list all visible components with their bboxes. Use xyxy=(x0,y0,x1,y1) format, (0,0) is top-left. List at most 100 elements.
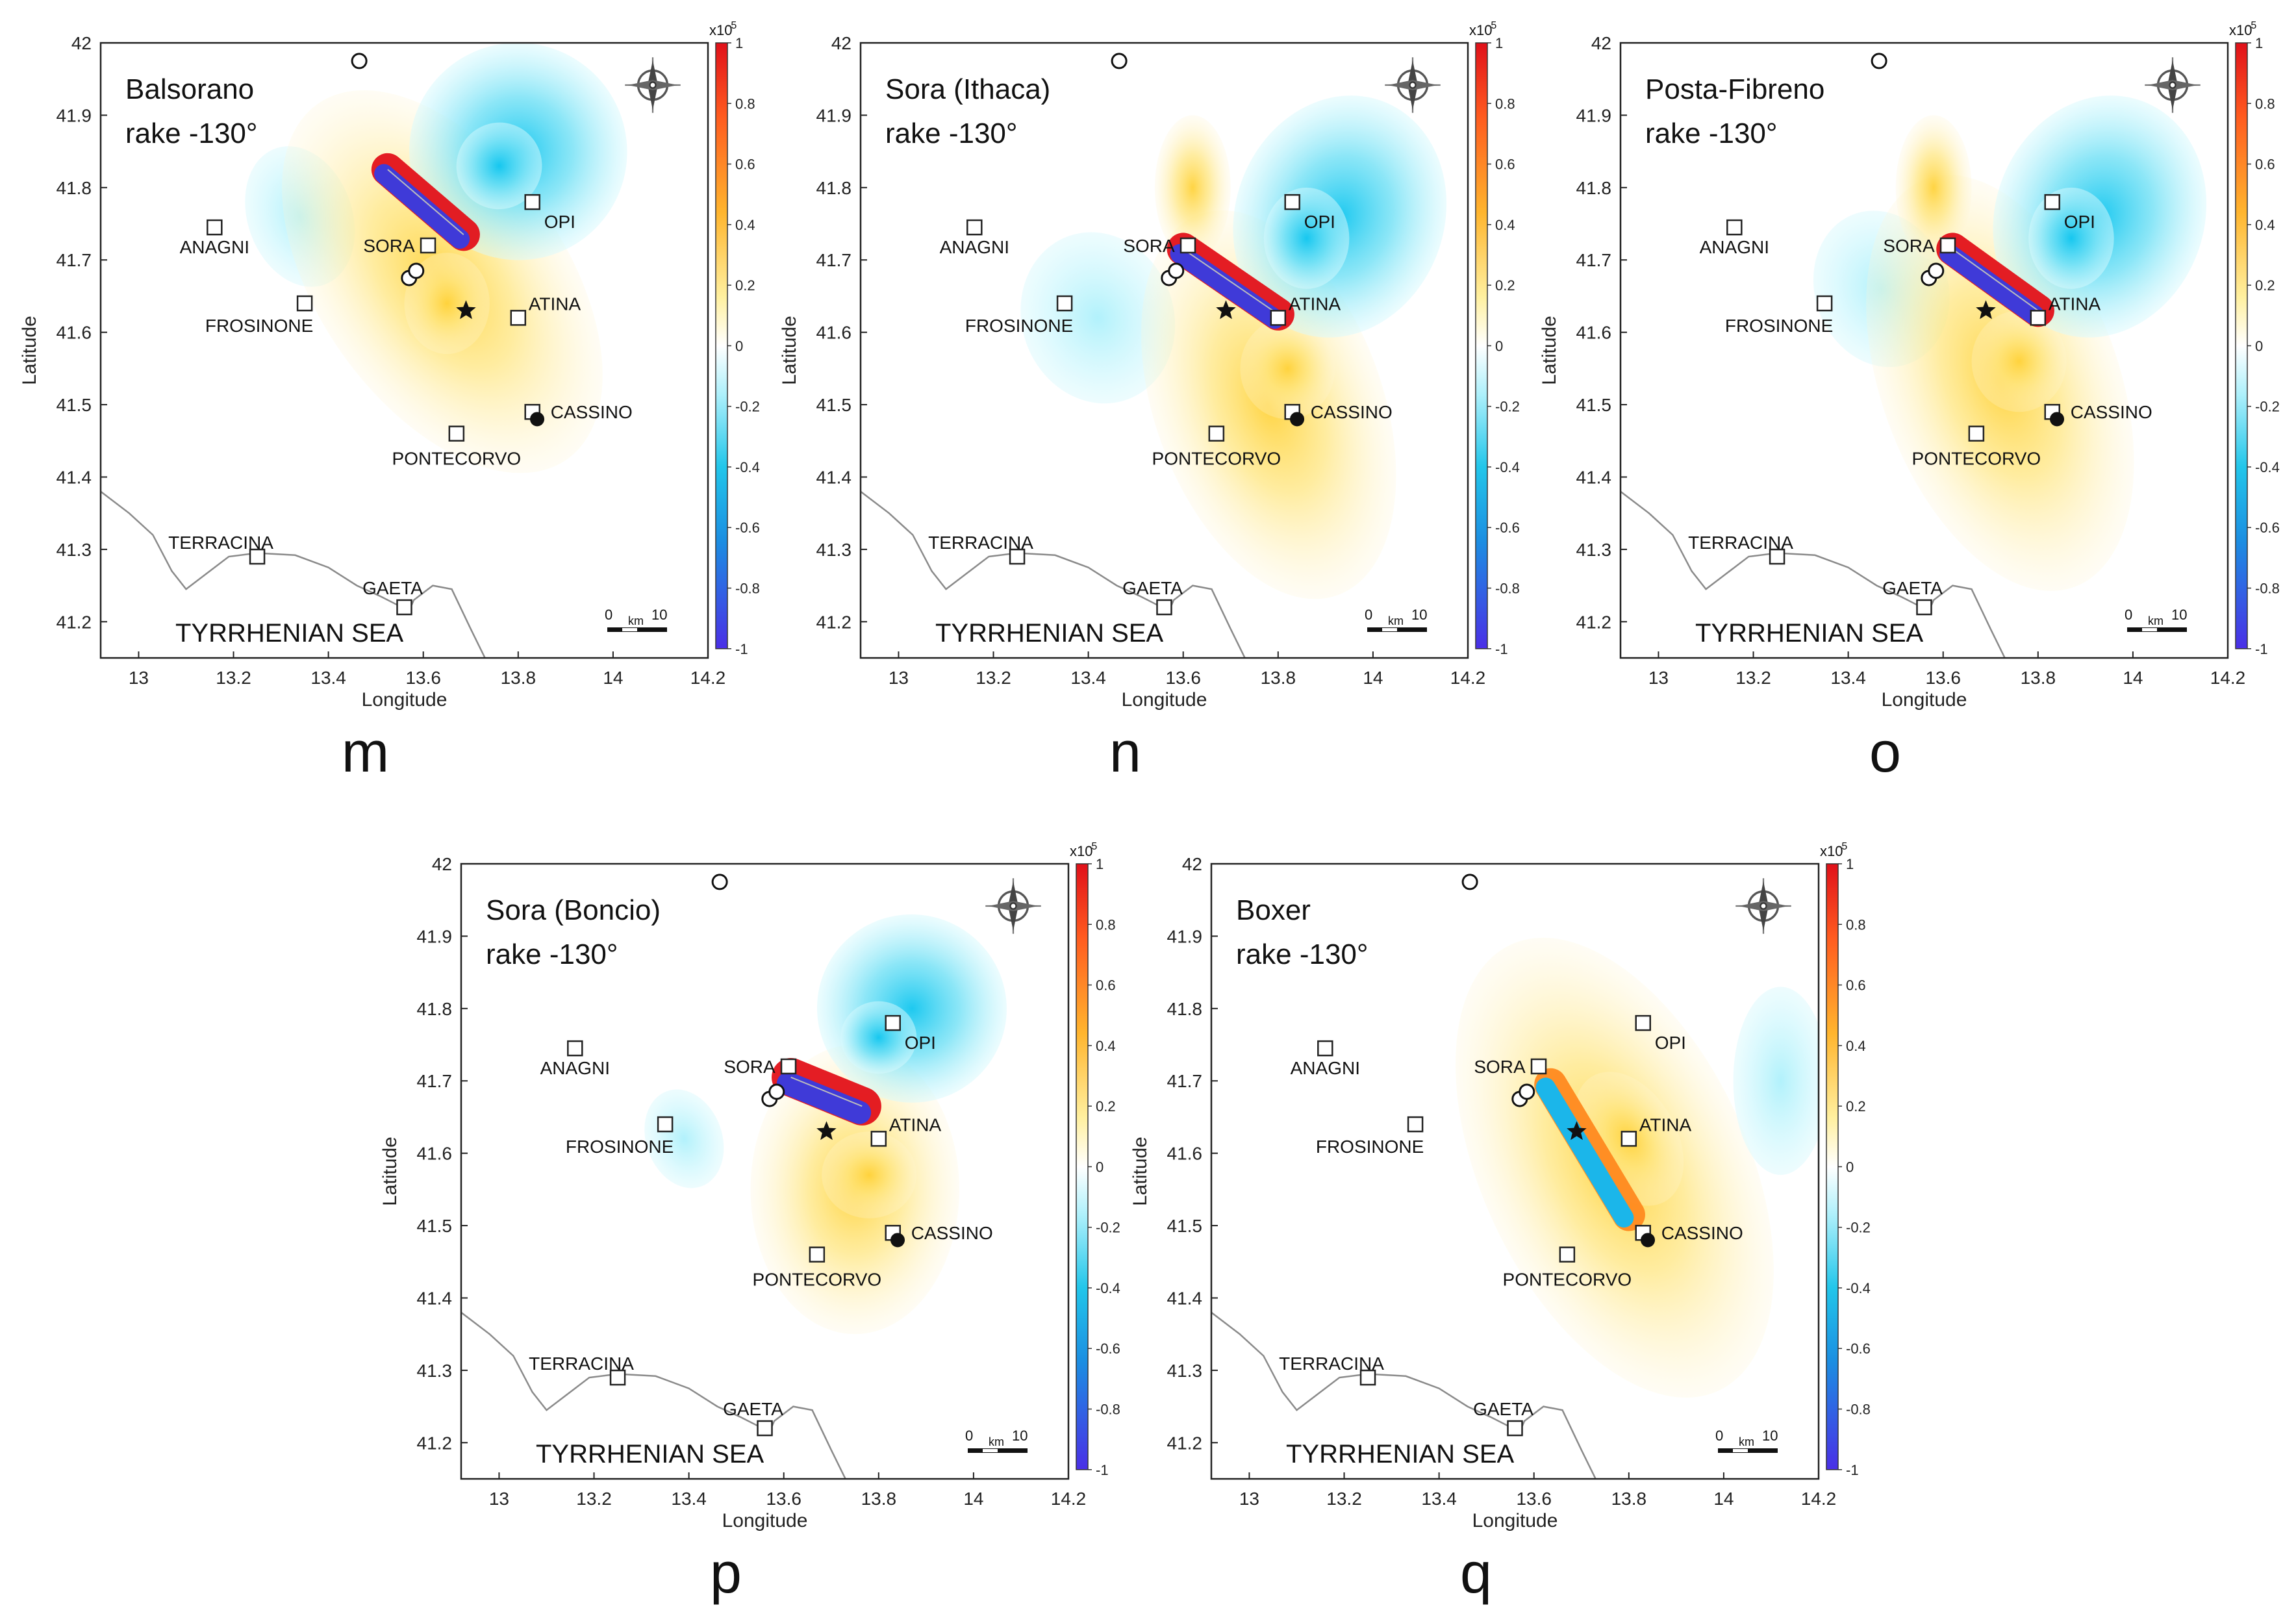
scale-ten-label: 10 xyxy=(651,607,667,623)
scale-ten-label: 10 xyxy=(2171,607,2187,623)
city-marker xyxy=(780,1058,797,1075)
y-tick-label: 41.8 xyxy=(816,178,852,198)
city-label-pontecorvo: PONTECORVO xyxy=(1152,449,1281,469)
city-marker xyxy=(1180,237,1196,254)
x-tick-label: 13.6 xyxy=(1516,1489,1552,1509)
y-tick-label: 41.8 xyxy=(57,178,92,198)
map-panel-q: 13 13.2 13.4 13.6 13.8 14 14.2 41.2 41.3 41.4 41.5… xyxy=(1129,841,1871,1605)
y-tick-label: 41.4 xyxy=(1167,1288,1203,1308)
colorbar-tick-label: -0.2 xyxy=(1495,399,1520,415)
city-label-opi: OPI xyxy=(1655,1033,1686,1053)
rake-label: rake -130° xyxy=(486,938,618,970)
colorbar-tick-label: 0.6 xyxy=(2255,157,2275,173)
city-marker xyxy=(966,219,983,236)
open-circle-marker xyxy=(1111,53,1128,69)
x-axis-label: Longitude xyxy=(722,1510,808,1531)
y-tick-label: 41.8 xyxy=(1576,178,1612,198)
x-tick-label: 14 xyxy=(1713,1489,1734,1509)
x-tick-label: 13.8 xyxy=(861,1489,897,1509)
colorbar-tick-label: 0.4 xyxy=(735,217,755,233)
city-label-gaeta: GAETA xyxy=(362,578,423,598)
city-label-terracina: TERRACINA xyxy=(168,533,273,553)
colorbar-tick-label: -0.2 xyxy=(2255,399,2280,415)
city-marker xyxy=(757,1420,773,1437)
colorbar-tick-label: -0.8 xyxy=(1096,1402,1120,1418)
colorbar-tick-label: 0.8 xyxy=(1495,95,1515,112)
coastline xyxy=(1621,490,2006,658)
colorbar xyxy=(715,42,728,649)
y-tick-label: 41.6 xyxy=(417,1144,453,1164)
panel-letter-p: p xyxy=(710,1541,742,1605)
scale-ten-label: 10 xyxy=(1012,1428,1028,1444)
city-label-opi: OPI xyxy=(1304,212,1335,232)
y-tick-label: 41.6 xyxy=(57,323,92,343)
colorbar-tick-label: -1 xyxy=(2255,641,2268,657)
x-tick-label: 13 xyxy=(889,668,909,688)
city-marker xyxy=(2044,194,2060,210)
scale-zero-label: 0 xyxy=(965,1428,973,1444)
epicenter-star-icon xyxy=(1976,300,1996,320)
sea-label: TYRRHENIAN SEA xyxy=(1286,1440,1514,1468)
colorbar-tick-label: -0.8 xyxy=(2255,581,2280,597)
scale-zero-label: 0 xyxy=(1715,1428,1723,1444)
y-tick-label: 41.7 xyxy=(57,250,92,270)
city-marker xyxy=(657,1116,674,1133)
y-axis-label: Latitude xyxy=(19,316,40,385)
sea-label: TYRRHENIAN SEA xyxy=(935,619,1163,648)
fault-subsidence-band xyxy=(374,164,470,249)
city-label-terracina: TERRACINA xyxy=(1279,1354,1384,1374)
city-label-terracina: TERRACINA xyxy=(529,1354,634,1374)
colorbar-tick-label: -0.6 xyxy=(1096,1341,1120,1357)
city-label-sora: SORA xyxy=(1123,236,1175,256)
city-label-anagni: ANAGNI xyxy=(1700,237,1769,257)
x-tick-label: 13.2 xyxy=(576,1489,612,1509)
y-tick-label: 41.5 xyxy=(417,1216,453,1236)
colorbar-tick-label: 1 xyxy=(1495,35,1503,51)
city-label-cassino: CASSINO xyxy=(1661,1223,1743,1243)
city-marker xyxy=(885,1014,901,1031)
y-tick-label: 42 xyxy=(432,854,452,874)
map-panel-n: 13 13.2 13.4 13.6 13.8 14 14.2 41.2 41.3 41.4 41.5… xyxy=(779,20,1520,784)
fault-subsidence-band xyxy=(1535,1077,1634,1228)
colorbar-tick-label: 0.6 xyxy=(735,157,755,173)
city-label-frosinone: FROSINONE xyxy=(1725,316,1833,336)
y-tick-label: 41.7 xyxy=(816,250,852,270)
coastline xyxy=(861,490,1246,658)
city-marker xyxy=(2030,310,2047,326)
rake-label: rake -130° xyxy=(1236,938,1368,970)
colorbar-tick-label: 0.8 xyxy=(2255,95,2275,112)
y-tick-label: 42 xyxy=(1182,854,1202,874)
scale-bar-segment xyxy=(622,628,637,631)
y-tick-label: 41.3 xyxy=(417,1361,453,1381)
panels-layer: 13 13.2 13.4 13.6 13.8 14 14.2 41.2 41.3 41.4 41.5… xyxy=(19,20,2280,1605)
city-label-atina: ATINA xyxy=(529,294,581,314)
colorbar-tick-label: 0 xyxy=(2255,338,2263,354)
y-tick-label: 41.3 xyxy=(57,540,92,560)
x-tick-label: 13.8 xyxy=(501,668,536,688)
y-tick-label: 41.9 xyxy=(816,105,852,125)
colorbar-tick-label: -0.4 xyxy=(1495,459,1520,475)
x-tick-label: 14 xyxy=(603,668,623,688)
y-tick-label: 41.2 xyxy=(816,612,852,632)
field-cool-core xyxy=(2028,187,2114,289)
colorbar-tick-label: 0.4 xyxy=(1846,1038,1866,1054)
city-marker xyxy=(870,1131,887,1147)
city-label-frosinone: FROSINONE xyxy=(965,316,1073,336)
city-marker xyxy=(1507,1420,1523,1437)
colorbar-tick-label: 0.8 xyxy=(1096,916,1116,933)
city-marker xyxy=(1939,237,1956,254)
deformation-field xyxy=(461,914,1007,1479)
colorbar-tick-label: 1 xyxy=(735,35,743,51)
city-label-gaeta: GAETA xyxy=(1473,1399,1533,1419)
field-cool-core xyxy=(1263,187,1350,289)
city-label-pontecorvo: PONTECORVO xyxy=(392,449,522,469)
scale-zero-label: 0 xyxy=(1365,607,1372,623)
map-frame xyxy=(1210,863,1820,1480)
scale-unit-label: km xyxy=(628,614,644,627)
colorbar-tick-label: 0.2 xyxy=(1846,1098,1866,1115)
y-axis-label: Latitude xyxy=(379,1137,401,1206)
open-circle-marker xyxy=(768,1083,785,1100)
x-tick-label: 13.8 xyxy=(1611,1489,1647,1509)
colorbar-tick-label: -1 xyxy=(1846,1462,1859,1478)
x-tick-label: 13.4 xyxy=(1421,1489,1457,1509)
